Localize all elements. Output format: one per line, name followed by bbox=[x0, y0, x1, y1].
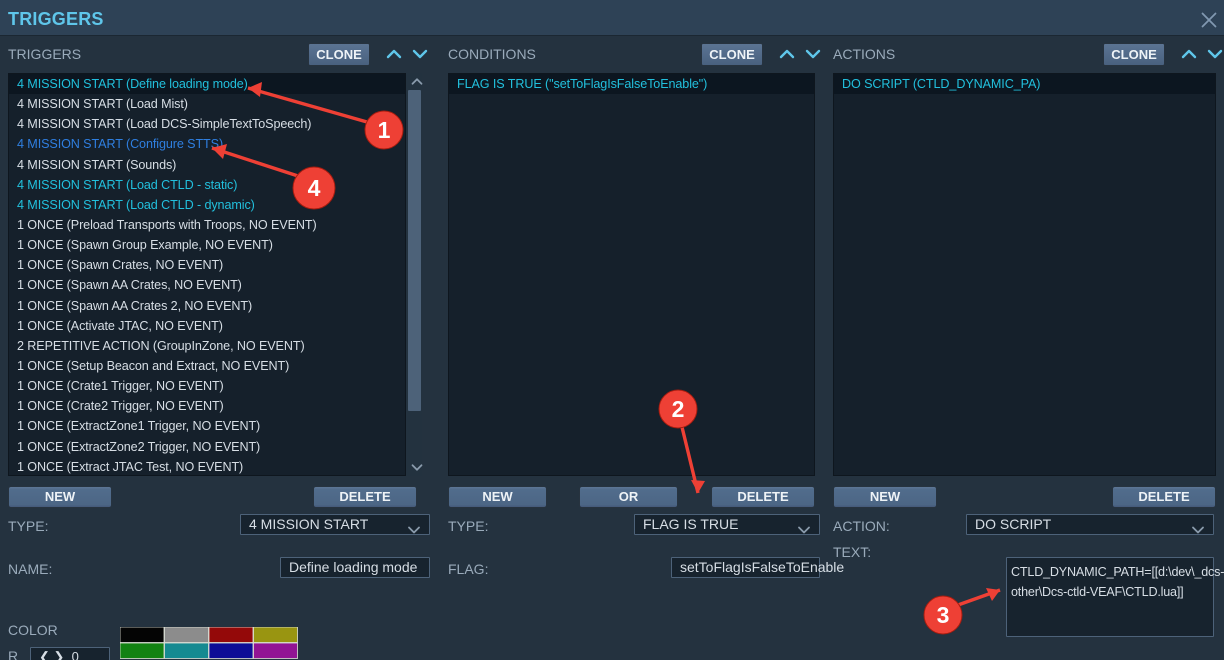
svg-text:3: 3 bbox=[937, 602, 950, 628]
